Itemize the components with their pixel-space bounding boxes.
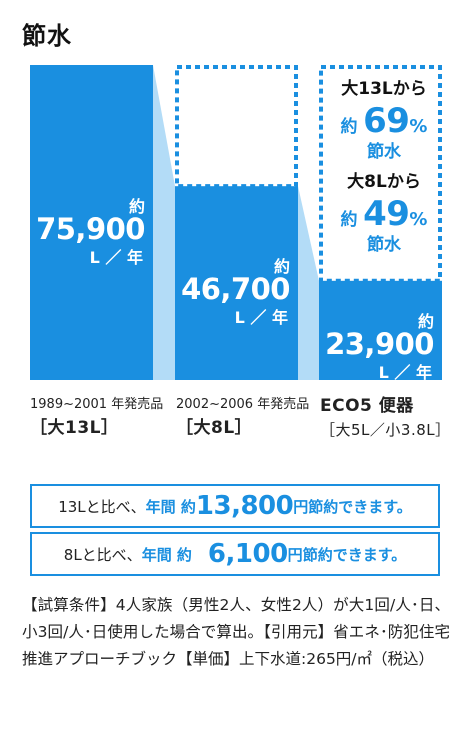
bar-label-prefix: 約 [417,311,434,331]
callout-percent: 49 [363,193,410,234]
bar [175,186,298,380]
category-label-1989: 1989~2001 年発売品 ［大13L］ [30,395,163,441]
bar-unit: L ／ 年 [234,308,288,328]
comparison-box-13l: 13Lと比べ、 年間 約 13,800 円 節約できます。 [30,484,440,528]
callout-prefix: 約 [340,116,358,137]
callout-percent: 69 [363,100,410,141]
bar [30,65,153,380]
reference-outline [319,65,442,283]
comparison-lead: 8Lと比べ、 [63,545,142,564]
comparison-lead: 13Lと比べ、 [58,497,146,516]
bar-label-prefix: 約 [273,257,290,277]
callout-from-13l: 大13Lから 約 69% 節水 [328,79,440,162]
comparison-label: 年間 約 [145,497,196,516]
comparison-currency: 円 [293,497,309,516]
percent-sign: % [409,115,428,137]
callout-save: 節水 [367,141,401,162]
page-title: 節水 [22,22,72,50]
callout-prefix: 約 [340,209,358,230]
category-product: ECO5 便器 [320,396,414,416]
comparison-currency: 円 [287,545,303,564]
callout-from-8l: 大8Lから 約 49% 節水 [328,172,440,255]
category-period: 2002~2006 年発売品 [176,397,310,412]
comparison-amount: 6,100 [207,539,288,569]
bar-value: 75,900 [36,212,145,246]
category-label-eco5: ECO5 便器 ［大5L／小3.8L］ [320,393,451,443]
comparison-tail: 節約できます。 [308,497,412,516]
bar [319,280,442,380]
callout-from: 大8Lから [347,172,421,192]
comparison-amount: 13,800 [195,491,294,521]
bar-value: 46,700 [181,272,290,307]
bar-connector [153,65,175,380]
category-spec: ［大13L］ [30,418,119,439]
reference-outline [175,65,298,189]
category-spec: ［大5L／小3.8L］ [320,421,451,440]
bar-connector [298,186,319,380]
category-label-2002: 2002~2006 年発売品 ［大8L］ [176,395,309,441]
callout-save: 節水 [367,234,401,255]
bar-label-1989: 約75,900 L ／ 年 [30,199,145,266]
comparison-label: 年間 約 [141,545,192,564]
bar-value: 23,900 [325,326,434,361]
category-period: 1989~2001 年発売品 [30,397,164,412]
bar-unit: L ／ 年 [378,362,432,382]
percent-sign: % [409,208,428,230]
calculation-note: 【試算条件】4人家族（男性2人、女性2人）が大1回/人･日、小3回/人･日使用し… [22,596,450,669]
category-spec: ［大8L］ [176,418,253,439]
comparison-box-8l: 8Lと比べ、 年間 約 6,100 円 節約できます。 [30,532,440,576]
bar-label-2002: 約46,700 L ／ 年 [175,259,290,326]
bar-unit: L ／ 年 [89,248,143,267]
bar-label-prefix: 約 [128,197,145,216]
comparison-tail: 節約できます。 [302,545,407,564]
bar-label-eco5: 約23,900 L ／ 年 [319,311,434,382]
water-saving-chart [30,65,442,380]
callout-from: 大13Lから [341,79,427,99]
